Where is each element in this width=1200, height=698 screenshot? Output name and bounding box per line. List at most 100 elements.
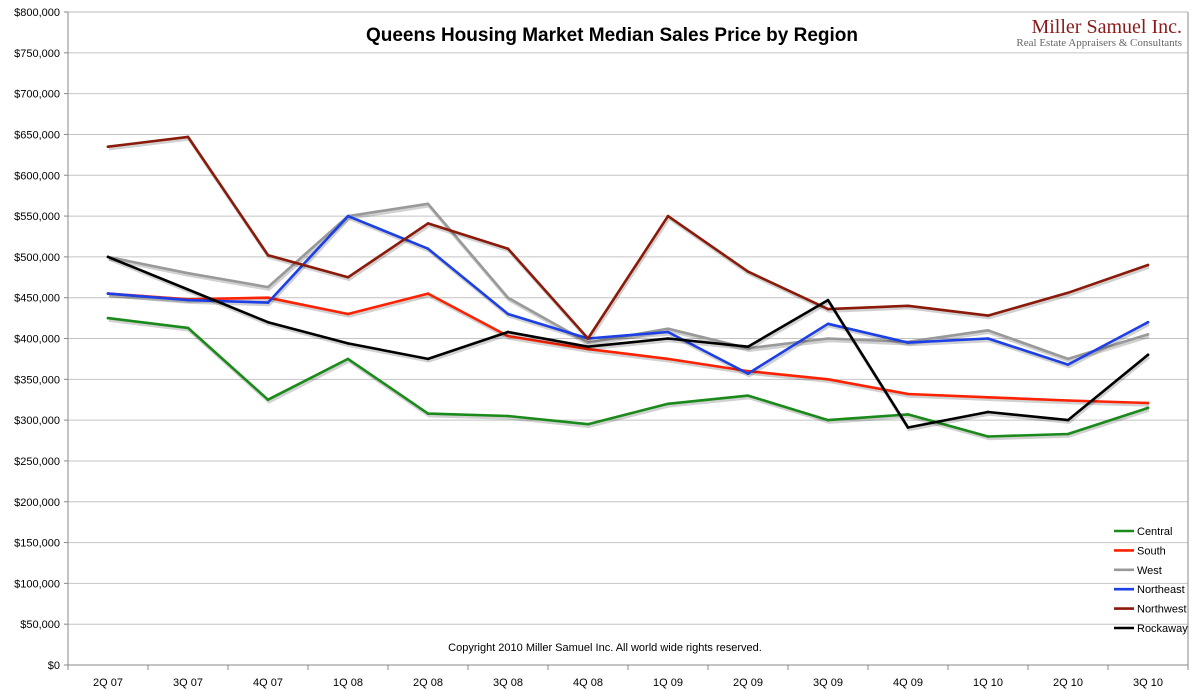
data-point [1146,320,1150,324]
chart-title: Queens Housing Market Median Sales Price… [366,25,858,46]
x-tick-label: 2Q 08 [413,677,443,689]
data-point [666,327,670,331]
y-tick-label: $750,000 [14,48,60,60]
data-point [426,222,430,225]
data-point [186,271,190,275]
data-point [1066,399,1070,402]
data-point [986,337,990,340]
y-tick-label: $450,000 [14,293,60,305]
data-point [346,275,350,279]
series-line-rockaway [106,255,1150,429]
legend-item-rockaway: Rockaway [1114,623,1188,635]
y-tick-label: $350,000 [14,374,60,386]
x-tick-label: 1Q 09 [653,677,683,689]
data-point [186,298,190,302]
data-point [426,292,430,295]
y-tick-labels: $0 $50,000 $100,000 $150,000 $200,000 $250,00… [14,7,68,672]
data-point [986,329,990,332]
series-south [106,292,1150,407]
data-point [906,341,910,344]
data-point [266,253,270,257]
data-point [506,414,510,418]
data-point [506,247,510,251]
x-tick-label: 3Q 10 [1133,677,1163,689]
series-line-shadow [108,137,1150,343]
data-point [266,296,270,299]
y-tick-label: $150,000 [14,538,60,550]
legend-item-west: West [1114,565,1162,577]
y-tick-label: $500,000 [14,252,60,264]
data-point [106,316,110,320]
logo-name: Miller Samuel Inc. [1031,16,1182,38]
x-tick-label: 1Q 08 [333,677,363,689]
series-line-shadow [108,204,1150,363]
y-tick-label: $400,000 [14,334,60,346]
data-point [186,326,190,330]
data-point [906,413,910,416]
data-point [506,312,510,316]
y-tick-label: $100,000 [14,578,60,590]
y-tick-label: $50,000 [20,619,60,631]
data-point [266,398,270,402]
data-point [106,145,110,148]
legend: Central South West Northeast Northwest Rockaw… [1114,526,1188,635]
data-point [1066,418,1070,422]
data-point [906,392,910,396]
data-point [426,357,430,361]
data-point [746,270,750,273]
y-tick-label: $550,000 [14,211,60,223]
series-line-south [106,292,1150,405]
data-point [1146,333,1150,336]
legend-label: South [1137,545,1166,557]
data-point [1146,353,1150,357]
data-point [426,202,430,206]
series-line-shadow [108,318,1150,441]
gridlines [68,11,1188,625]
data-point [506,330,510,334]
y-tick-label: $300,000 [14,415,60,427]
data-point [186,135,190,139]
data-point [426,412,430,415]
data-point [666,330,670,334]
data-point [1066,432,1070,436]
series-line-northeast [106,214,1150,375]
y-tick-label: $250,000 [14,456,60,468]
data-point [746,345,750,348]
legend-label: Central [1137,526,1172,538]
x-tick-label: 1Q 10 [973,677,1003,689]
data-point [826,418,830,422]
data-point [586,341,590,344]
legend-item-central: Central [1114,526,1172,538]
data-point [986,435,990,438]
legend-label: West [1137,565,1162,577]
legend-item-northwest: Northwest [1114,604,1187,616]
data-point [986,314,990,317]
data-point [1146,406,1150,410]
data-point [266,301,270,304]
series-northwest [106,135,1150,343]
x-tick-label: 3Q 08 [493,677,523,689]
y-tick-label: $800,000 [14,7,60,19]
data-point [106,292,110,295]
data-point [586,422,590,426]
y-tick-label: $600,000 [14,170,60,182]
data-point [346,312,350,316]
x-tick-label: 4Q 07 [253,677,283,689]
series-line-shadow [108,257,1151,432]
data-point [1066,363,1070,366]
x-tick-label: 2Q 07 [93,677,123,689]
y-tick-label: $650,000 [14,129,60,141]
series-line-central [106,316,1150,438]
x-tick-label: 4Q 09 [893,677,923,689]
data-point [666,214,670,218]
series-line-northwest [106,135,1150,340]
data-point [986,410,990,414]
logo-tagline: Real Estate Appraisers & Consultants [1016,37,1182,49]
y-tick-label: $700,000 [14,89,60,101]
data-point [426,247,430,251]
data-point [826,337,830,340]
data-point [826,322,830,326]
series-line-shadow [108,293,1150,407]
